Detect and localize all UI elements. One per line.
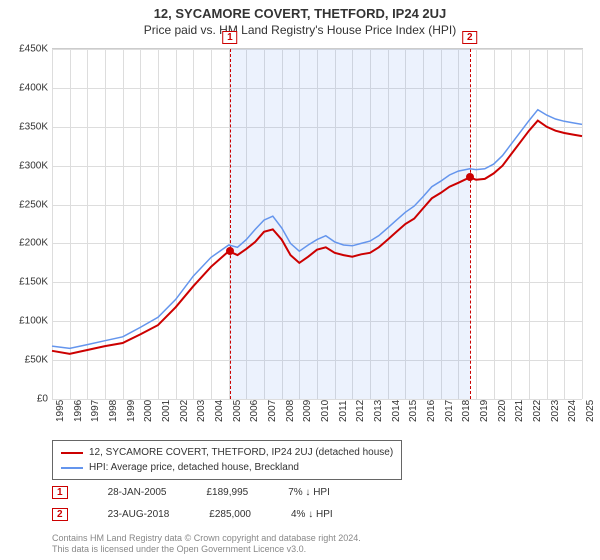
x-tick-label: 2000 (143, 400, 154, 422)
sale-delta: 7% ↓ HPI (288, 487, 330, 498)
x-tick-label: 2015 (408, 400, 419, 422)
x-tick-label: 1997 (90, 400, 101, 422)
x-tick-label: 2005 (232, 400, 243, 422)
x-tick-label: 2010 (320, 400, 331, 422)
legend-item-hpi: HPI: Average price, detached house, Brec… (61, 460, 393, 475)
x-tick-label: 2003 (196, 400, 207, 422)
sale-point (226, 247, 234, 255)
y-tick-label: £350K (4, 121, 48, 132)
x-tick-label: 2019 (479, 400, 490, 422)
x-tick-label: 1996 (73, 400, 84, 422)
x-tick-label: 2022 (532, 400, 543, 422)
y-tick-label: £0 (4, 394, 48, 405)
x-tick-label: 2025 (585, 400, 596, 422)
sale-date: 28-JAN-2005 (108, 487, 167, 498)
x-gridline (582, 49, 583, 399)
sale-marker-flag: 2 (462, 31, 478, 44)
x-tick-label: 1995 (55, 400, 66, 422)
legend-label-hpi: HPI: Average price, detached house, Brec… (89, 460, 299, 475)
x-tick-label: 2023 (550, 400, 561, 422)
x-tick-label: 1999 (126, 400, 137, 422)
x-tick-label: 2012 (355, 400, 366, 422)
x-tick-label: 2020 (497, 400, 508, 422)
x-tick-label: 2007 (267, 400, 278, 422)
x-tick-label: 1998 (108, 400, 119, 422)
footer-line2: This data is licensed under the Open Gov… (52, 544, 361, 556)
y-tick-label: £250K (4, 199, 48, 210)
x-tick-label: 2021 (514, 400, 525, 422)
y-tick-label: £300K (4, 160, 48, 171)
legend: 12, SYCAMORE COVERT, THETFORD, IP24 2UJ … (52, 440, 402, 480)
footer-attribution: Contains HM Land Registry data © Crown c… (52, 533, 361, 556)
sale-marker-flag: 1 (222, 31, 238, 44)
sale-row: 1 28-JAN-2005 £189,995 7% ↓ HPI (52, 486, 330, 499)
y-tick-label: £100K (4, 316, 48, 327)
x-tick-label: 2004 (214, 400, 225, 422)
y-tick-label: £50K (4, 355, 48, 366)
sale-row: 2 23-AUG-2018 £285,000 4% ↓ HPI (52, 508, 333, 521)
sale-marker-1: 1 (52, 486, 68, 499)
y-tick-label: £200K (4, 238, 48, 249)
footer-line1: Contains HM Land Registry data © Crown c… (52, 533, 361, 545)
x-tick-label: 2006 (249, 400, 260, 422)
y-tick-label: £450K (4, 44, 48, 55)
x-tick-label: 2016 (426, 400, 437, 422)
legend-swatch-blue (61, 467, 83, 469)
chart-plot-area: £0£50K£100K£150K£200K£250K£300K£350K£400… (52, 48, 583, 399)
y-tick-label: £150K (4, 277, 48, 288)
chart-title: 12, SYCAMORE COVERT, THETFORD, IP24 2UJ (0, 0, 600, 21)
x-tick-label: 2008 (285, 400, 296, 422)
x-tick-label: 2024 (567, 400, 578, 422)
x-tick-label: 2011 (338, 400, 349, 422)
x-tick-label: 2018 (461, 400, 472, 422)
x-tick-label: 2009 (302, 400, 313, 422)
x-tick-label: 2014 (391, 400, 402, 422)
sale-marker-2: 2 (52, 508, 68, 521)
chart-subtitle: Price paid vs. HM Land Registry's House … (0, 21, 600, 41)
legend-label-property: 12, SYCAMORE COVERT, THETFORD, IP24 2UJ … (89, 445, 393, 460)
sale-date: 23-AUG-2018 (108, 509, 170, 520)
x-tick-label: 2017 (444, 400, 455, 422)
y-tick-label: £400K (4, 82, 48, 93)
sale-price: £189,995 (206, 487, 248, 498)
x-tick-label: 2002 (179, 400, 190, 422)
property-price-line (52, 49, 582, 399)
sale-price: £285,000 (209, 509, 251, 520)
sale-point (466, 173, 474, 181)
x-tick-label: 2013 (373, 400, 384, 422)
legend-swatch-red (61, 452, 83, 454)
x-tick-label: 2001 (161, 400, 172, 422)
legend-item-property: 12, SYCAMORE COVERT, THETFORD, IP24 2UJ … (61, 445, 393, 460)
sale-delta: 4% ↓ HPI (291, 509, 333, 520)
